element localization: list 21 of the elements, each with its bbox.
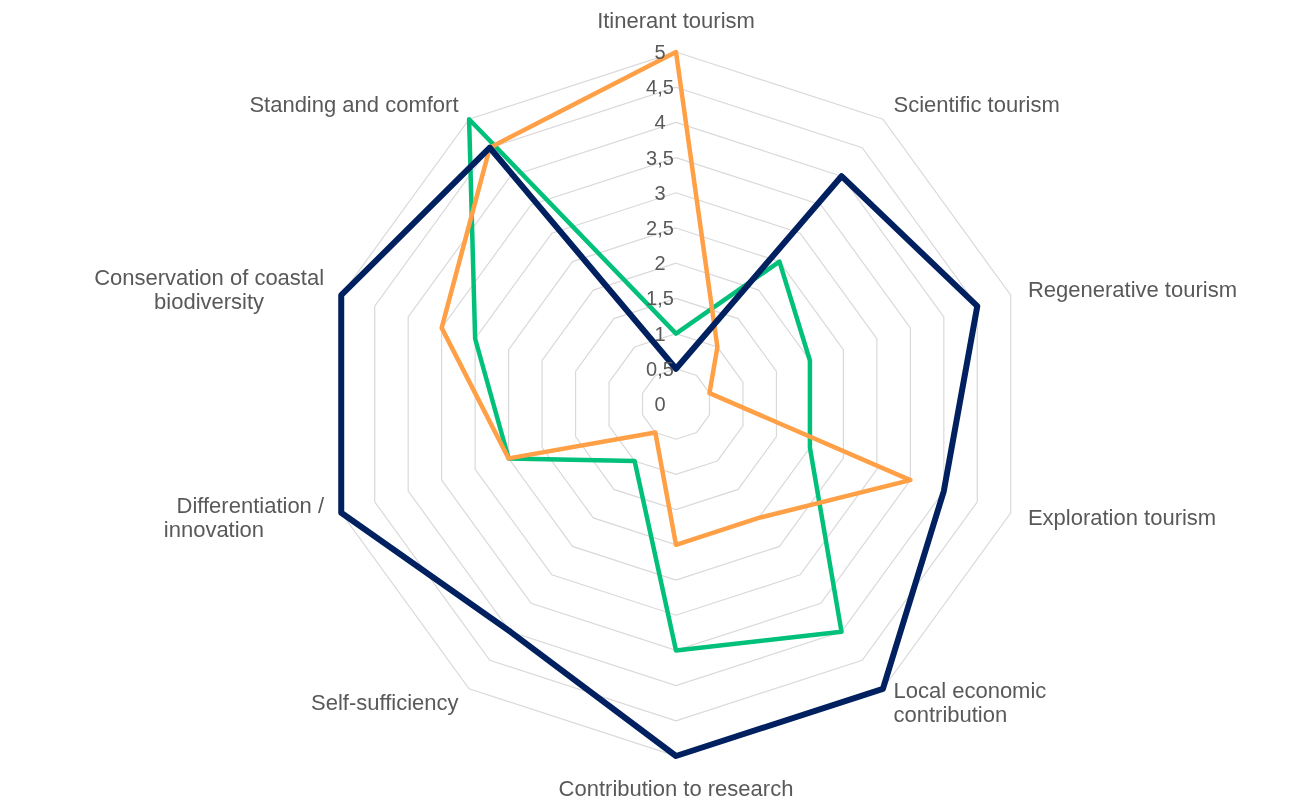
y-tick-label: 2: [654, 252, 666, 275]
spoke-label: Self-sufficiency: [310, 690, 459, 716]
spoke-label: Scientific tourism: [893, 91, 1060, 117]
y-tick-label: 3: [654, 181, 666, 204]
spoke-label: Itinerant tourism: [597, 8, 755, 33]
spoke-label: Conservation of coastal biodiversity: [94, 264, 325, 314]
spoke-label: Standing and comfort: [249, 91, 459, 117]
y-tick-label: 2,5: [646, 217, 674, 239]
y-tick-label: 0,5: [646, 357, 674, 380]
y-tick-label: 3,5: [646, 146, 674, 169]
spoke-label: Regenerative tourism: [1027, 276, 1237, 302]
spoke-label: Differentiation / innovation: [163, 493, 325, 543]
spoke-label: Exploration tourism: [1027, 505, 1217, 531]
spoke-label: Local economic contribution: [893, 678, 1047, 728]
y-tick-label: 4,5: [646, 76, 674, 99]
y-tick-label: 1: [654, 322, 666, 345]
y-tick-label: 4: [654, 111, 666, 134]
spoke-label: Contribution to research: [558, 776, 794, 801]
y-tick-label: 0: [654, 393, 666, 415]
y-tick-label: 1,5: [646, 287, 674, 310]
y-tick-label: 5: [654, 41, 666, 63]
